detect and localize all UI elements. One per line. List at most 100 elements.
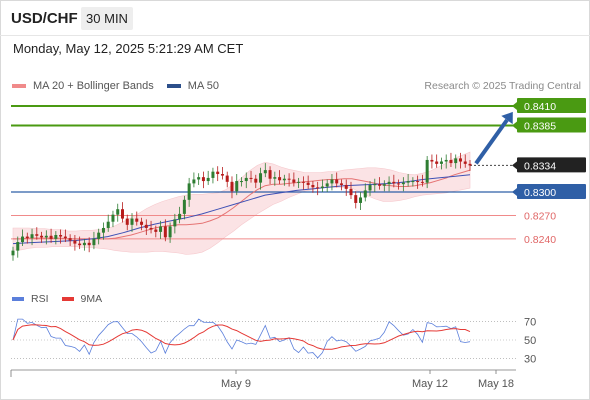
candle-body: [454, 158, 458, 164]
arrow-head: [501, 111, 513, 125]
candle-body: [463, 161, 467, 164]
candle-body: [392, 181, 396, 184]
legend-item-ma50: MA 50: [166, 80, 219, 92]
candle-body: [425, 159, 429, 183]
candle-body: [25, 236, 29, 239]
ma50-swatch: [166, 84, 181, 88]
candle-body: [330, 179, 334, 184]
candle-body: [401, 182, 405, 185]
candle-body: [116, 209, 120, 215]
rsi-legend: RSI 9MA: [12, 293, 115, 305]
level-tag-pivot: [517, 184, 586, 199]
candle-body: [44, 235, 48, 238]
candle-body: [320, 186, 324, 189]
ma50-label: MA 50: [187, 80, 219, 92]
candle-body: [263, 170, 267, 174]
arrow-shaft: [474, 118, 509, 165]
level-tag-current: [517, 157, 586, 173]
level-tag-target: [517, 117, 586, 133]
level-label: 0.8385: [524, 121, 556, 133]
candle-body: [111, 214, 115, 222]
candle-body: [140, 221, 144, 225]
candle-body: [168, 226, 172, 238]
timestamp: Monday, May 12, 2025 5:21:29 AM CET: [13, 41, 244, 56]
candle-body: [78, 243, 82, 246]
candle-body: [349, 188, 353, 196]
candle-body: [220, 174, 224, 176]
rsi-line: [12, 318, 471, 359]
candle-body: [101, 227, 105, 233]
candle-body: [259, 173, 263, 183]
candle-body: [335, 179, 339, 184]
rsi-tick-label: 50: [524, 335, 536, 347]
candle-body: [297, 181, 301, 183]
candle-body: [339, 183, 343, 185]
ma20-label: MA 20 + Bollinger Bands: [33, 80, 154, 92]
candle-body: [68, 238, 72, 241]
rsi-ma-swatch: [61, 297, 74, 301]
x-axis-label: May 12: [412, 378, 448, 390]
candle-body: [92, 238, 96, 246]
candle-body: [406, 181, 410, 183]
candle-body: [420, 181, 424, 183]
level-tag-target: [517, 98, 586, 114]
timeframe-button[interactable]: 30 MIN: [81, 7, 133, 30]
level-tag-pointer: [512, 188, 517, 196]
candle-body: [382, 184, 386, 186]
candle-body: [373, 184, 377, 186]
candle-body: [363, 190, 367, 198]
level-tag-pointer: [512, 102, 517, 111]
candle-body: [287, 178, 291, 180]
candle-body: [311, 184, 315, 188]
candle-body: [21, 236, 25, 243]
candle-body: [444, 159, 448, 162]
instrument-title: USD/CHF: [11, 10, 78, 27]
candle-body: [106, 221, 110, 228]
candle-body: [439, 161, 443, 164]
level-lines: [11, 105, 516, 240]
candle-body: [254, 178, 258, 183]
level-label: 0.8270: [524, 210, 556, 222]
candle-body: [278, 177, 282, 181]
candle-body: [197, 177, 201, 180]
candle-body: [97, 232, 101, 239]
candle-body: [216, 171, 220, 175]
candle-body: [292, 179, 296, 183]
candle-body: [325, 183, 329, 187]
chart-header: USD/CHF 30 MIN: [0, 0, 590, 36]
candle-body: [87, 242, 91, 246]
candle-body: [63, 236, 67, 239]
candle-body: [192, 179, 196, 184]
candle-body: [82, 242, 86, 246]
candle-body: [163, 226, 167, 238]
candle-body: [30, 234, 34, 239]
x-axis-label: May 9: [221, 378, 251, 390]
candle-body: [54, 234, 58, 239]
candle-body: [59, 234, 63, 237]
candle-body: [235, 181, 239, 192]
candle-body: [154, 229, 158, 232]
candle-body: [182, 199, 186, 214]
rsi-ma-label: 9MA: [80, 293, 103, 305]
candle-body: [344, 184, 348, 189]
legend-item-rsi: RSI: [12, 293, 49, 305]
candle-body: [359, 197, 363, 203]
level-labels: 0.8410 0.8385 0.8334 0.8300 0.8270 0.8240: [512, 98, 586, 246]
candle-body: [435, 161, 439, 164]
candle-body: [187, 183, 191, 200]
candle-body: [201, 177, 205, 182]
candle-body: [144, 224, 148, 228]
rsi-tick-label: 30: [524, 354, 536, 366]
candle-body: [49, 235, 53, 239]
level-label: 0.8300: [524, 187, 556, 199]
candle-body: [449, 159, 453, 164]
candle-body: [397, 183, 401, 185]
candle-body: [368, 184, 372, 191]
candle-body: [225, 175, 229, 182]
candle-body: [35, 234, 39, 236]
candle-body: [354, 195, 358, 203]
candle-body: [73, 240, 77, 244]
candle-body: [458, 158, 462, 162]
candle-body: [149, 227, 153, 230]
